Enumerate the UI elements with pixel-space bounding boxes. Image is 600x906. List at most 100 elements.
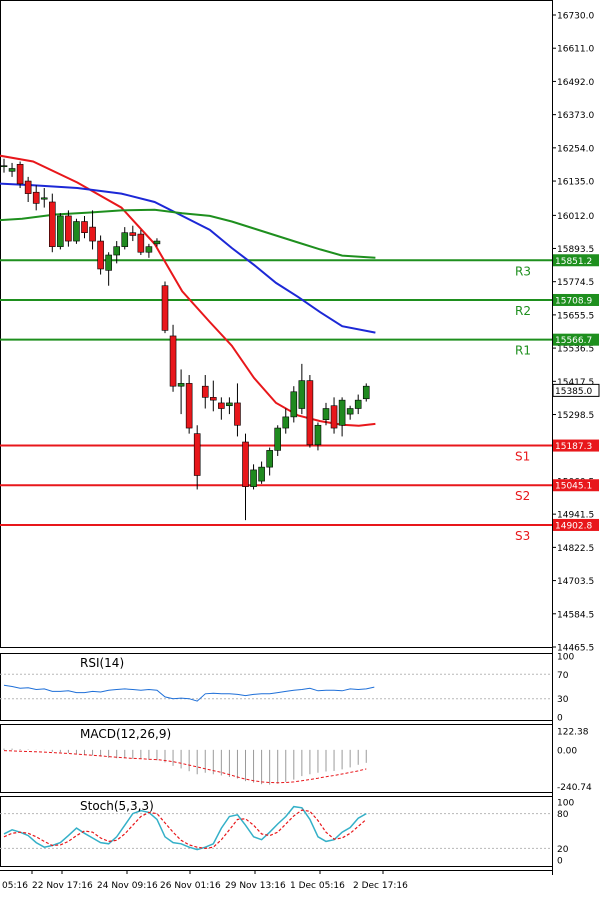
price-tick-label: 15417.5 <box>557 378 594 388</box>
candle-body <box>314 424 322 446</box>
price-tick-label: 14584.5 <box>557 610 594 620</box>
price-tick-label: 16611.0 <box>557 45 594 55</box>
candle-body <box>169 335 177 387</box>
level-name-label: S1 <box>515 450 530 464</box>
candle-body <box>129 232 137 236</box>
level-value-label: 15566.7 <box>555 336 592 346</box>
price-tick-label: 14703.5 <box>557 577 594 587</box>
stoch-title: Stoch(5,3,3) <box>80 799 154 813</box>
candle-body <box>40 197 48 200</box>
candle-body <box>242 441 249 487</box>
level-value-label: 15045.1 <box>555 482 592 492</box>
level-name-label: R2 <box>515 304 531 318</box>
stoch-tick-label: 20 <box>557 845 569 855</box>
level-value-badge <box>553 439 599 452</box>
stoch-tick-label: 0 <box>557 857 563 867</box>
level-value-label: 14902.8 <box>555 521 592 531</box>
price-tick-label: 14822.5 <box>557 544 594 554</box>
candle-body <box>210 397 217 401</box>
candle-body <box>81 221 88 233</box>
moving-average-line-1 <box>0 182 376 334</box>
rsi-title: RSI(14) <box>80 656 124 670</box>
stoch-tick-label: 80 <box>557 810 569 820</box>
macd-tick-label: 0.00 <box>557 746 577 756</box>
candle-body <box>266 450 273 468</box>
level-name-label: R3 <box>515 264 531 278</box>
price-tick-label: 15774.5 <box>557 278 594 288</box>
panel-frame-3 <box>0 796 553 867</box>
price-tick-label: 15536.5 <box>557 345 594 355</box>
level-value-badge <box>553 333 599 346</box>
current-price-badge <box>552 383 600 397</box>
price-tick-label: 16730.0 <box>557 12 594 22</box>
candle-body <box>234 402 241 426</box>
candle-body <box>201 385 209 398</box>
price-tick-label: 16373.0 <box>557 111 594 121</box>
time-tick-label: 24 Nov 09:16 <box>97 881 158 891</box>
time-tick-label: 05:16 <box>2 881 28 891</box>
rsi-tick-label: 100 <box>557 653 574 663</box>
candle-body <box>8 168 16 172</box>
candle-body <box>290 391 298 418</box>
level-value-label: 15708.9 <box>555 296 592 306</box>
price-tick-label: 16492.0 <box>557 78 594 88</box>
panel-frame-1 <box>0 653 553 721</box>
rsi-tick-label: 0 <box>557 714 563 724</box>
stoch-tick-label: 100 <box>557 799 574 809</box>
level-value-badge <box>553 479 599 492</box>
candle-body <box>250 469 257 487</box>
candle-body <box>330 405 338 429</box>
stoch-d-line <box>3 809 367 850</box>
candle-body <box>258 466 265 482</box>
price-tick-label: 14941.5 <box>557 511 594 521</box>
candle-body <box>0 165 8 168</box>
candle-body <box>354 399 362 409</box>
level-name-label: R1 <box>515 344 531 358</box>
price-tick-label: 15298.5 <box>557 411 594 421</box>
candle-body <box>121 232 129 247</box>
candle-body <box>322 408 330 420</box>
candle-body <box>89 226 96 242</box>
stoch-k-line <box>3 805 367 851</box>
current-price-label: 15385.0 <box>555 387 592 397</box>
price-tick-label: 16012.0 <box>557 212 594 222</box>
candle-body <box>161 285 169 331</box>
candle-body <box>177 383 185 387</box>
price-tick-label: 15655.5 <box>557 311 594 321</box>
candle-body <box>137 233 145 253</box>
candle-body <box>218 402 225 409</box>
moving-average-line-2 <box>0 208 376 259</box>
time-tick-label: 22 Nov 17:16 <box>32 881 93 891</box>
candle-body <box>226 402 233 407</box>
candle-body <box>185 383 193 429</box>
candle-body <box>282 416 290 429</box>
candle-body <box>298 380 306 409</box>
level-value-badge <box>553 293 599 306</box>
rsi-tick-label: 70 <box>557 671 569 681</box>
candle-body <box>193 433 201 476</box>
level-value-badge <box>553 254 599 267</box>
candle-body <box>113 246 120 256</box>
candle-body <box>306 380 314 446</box>
macd-signal-line <box>3 750 367 784</box>
candle-body <box>97 240 104 270</box>
rsi-tick-label: 30 <box>557 695 569 705</box>
candle-body <box>338 399 346 426</box>
candle-body <box>16 164 24 185</box>
level-name-label: S3 <box>515 529 530 543</box>
candle-body <box>73 221 80 242</box>
macd-title: MACD(12,26,9) <box>80 727 171 741</box>
price-tick-label: 16135.0 <box>557 178 594 188</box>
macd-tick-label: -240.74 <box>557 783 592 793</box>
candle-body <box>65 215 72 242</box>
time-tick-label: 26 Nov 01:16 <box>160 881 221 891</box>
price-tick-label: 15893.5 <box>557 245 594 255</box>
candle-body <box>32 191 40 204</box>
level-value-label: 15187.3 <box>555 442 592 452</box>
candle-body <box>145 246 153 253</box>
candle-body <box>274 427 282 451</box>
time-tick-label: 1 Dec 05:16 <box>290 881 345 891</box>
candle-body <box>153 240 161 245</box>
